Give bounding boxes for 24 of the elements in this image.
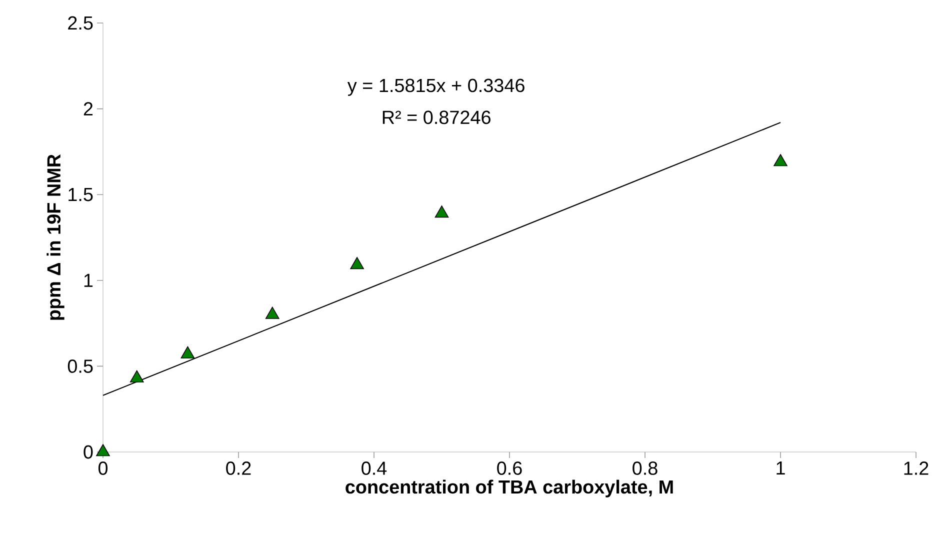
point (774, 154, 788, 166)
y-tick-label: 2 (84, 102, 93, 116)
x-axis-title: concentration of TBA carboxylate, M (346, 480, 673, 498)
x-tick-label: 1.2 (904, 462, 928, 475)
y-tick-label: 2.5 (68, 16, 93, 30)
point (180, 346, 195, 358)
x-tick-label: 0 (98, 462, 108, 475)
y-tick-label: 0 (84, 445, 93, 459)
y-tick-label: 1.5 (68, 188, 93, 202)
y-tick-label: 1 (84, 274, 93, 287)
annotation: R² = 0.87246 (382, 110, 490, 124)
x-tick-label: 0.2 (226, 462, 251, 475)
point (96, 444, 110, 456)
point (265, 306, 280, 319)
annotation: y = 1.5815x + 0.3346 (347, 78, 524, 96)
x-tick-label: 0.8 (632, 462, 658, 475)
y-axis-title: ppm Δ in 19F NMR (46, 154, 64, 320)
point (130, 370, 144, 382)
x-tick-label: 1 (776, 462, 785, 475)
x-tick-label: 0.6 (497, 462, 522, 475)
y-tick-label: 0.5 (68, 359, 93, 373)
x-tick-label: 0.4 (362, 462, 387, 475)
point (434, 206, 449, 218)
point (350, 257, 364, 270)
